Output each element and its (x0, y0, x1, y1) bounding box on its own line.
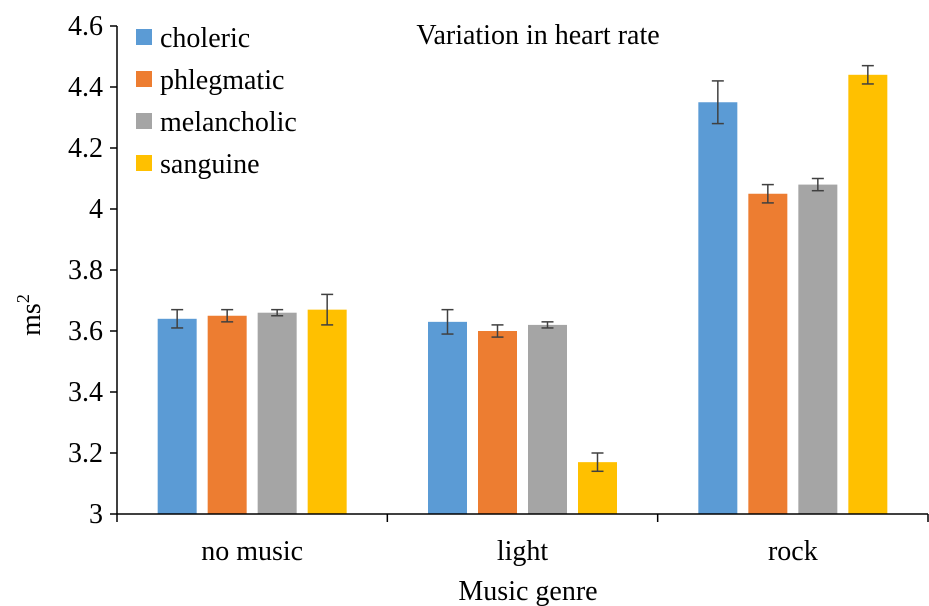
error-bar (591, 452, 604, 473)
legend-label: sanguine (160, 149, 260, 180)
legend-swatch (136, 29, 152, 45)
error-bars-layer (171, 64, 874, 473)
bar-choleric (157, 318, 197, 514)
y-axis-title-base: ms (16, 303, 47, 336)
bar-phlegmatic (478, 331, 517, 514)
x-axis-title: Music genre (458, 576, 597, 606)
legend-item: sanguine (136, 149, 260, 180)
legend-item: melancholic (136, 107, 297, 138)
y-ticks: 3 3.2 3.4 3.6 3.8 4 4.2 4.4 4.6 (68, 11, 117, 530)
legend-swatch (136, 71, 152, 87)
legend-label: melancholic (160, 107, 297, 138)
bar-sanguine (307, 309, 347, 514)
y-tick-label: 3.4 (68, 377, 103, 408)
y-axis-title-group: ms2 (13, 294, 47, 336)
bars-layer (157, 74, 888, 515)
error-bar (171, 308, 184, 329)
error-bar (861, 64, 874, 85)
bar-melancholic (257, 312, 297, 514)
error-bar (221, 308, 234, 323)
error-bar (541, 321, 554, 329)
x-ticks: no music light rock (116, 514, 929, 567)
x-category-label: no music (201, 536, 303, 567)
error-bar (711, 80, 724, 125)
error-bar (441, 308, 454, 335)
y-tick-label: 3.6 (68, 316, 103, 347)
y-axis-title: ms2 (13, 294, 47, 336)
bar-phlegmatic (207, 315, 247, 514)
legend-label: phlegmatic (160, 65, 284, 96)
bar-melancholic (528, 324, 567, 514)
error-bar (811, 177, 824, 192)
legend: choleric phlegmatic melancholic sanguine (136, 23, 297, 180)
bar-phlegmatic (748, 193, 788, 514)
y-axis-title-superscript: 2 (13, 294, 33, 303)
legend-swatch (136, 155, 152, 171)
y-tick-label: 3.2 (68, 438, 103, 469)
y-tick-label: 3.8 (68, 255, 103, 286)
y-tick-label: 4.4 (68, 72, 103, 103)
y-tick-label: 3 (89, 499, 103, 530)
y-tick-label: 4 (89, 194, 103, 225)
error-bar (321, 293, 334, 326)
legend-swatch (136, 113, 152, 129)
legend-item: choleric (136, 23, 250, 54)
x-category-label: light (497, 536, 549, 567)
error-bar (761, 183, 774, 204)
bar-melancholic (798, 184, 838, 514)
y-tick-label: 4.6 (68, 11, 103, 42)
x-category-label: rock (768, 536, 818, 567)
legend-item: phlegmatic (136, 65, 284, 96)
error-bar (491, 324, 504, 338)
error-bar (271, 308, 284, 317)
bar-choleric (428, 321, 467, 514)
chart-title: Variation in heart rate (416, 20, 659, 51)
bar-sanguine (848, 74, 888, 515)
y-tick-label: 4.2 (68, 133, 103, 164)
legend-label: choleric (160, 23, 250, 54)
bar-choleric (698, 102, 738, 514)
